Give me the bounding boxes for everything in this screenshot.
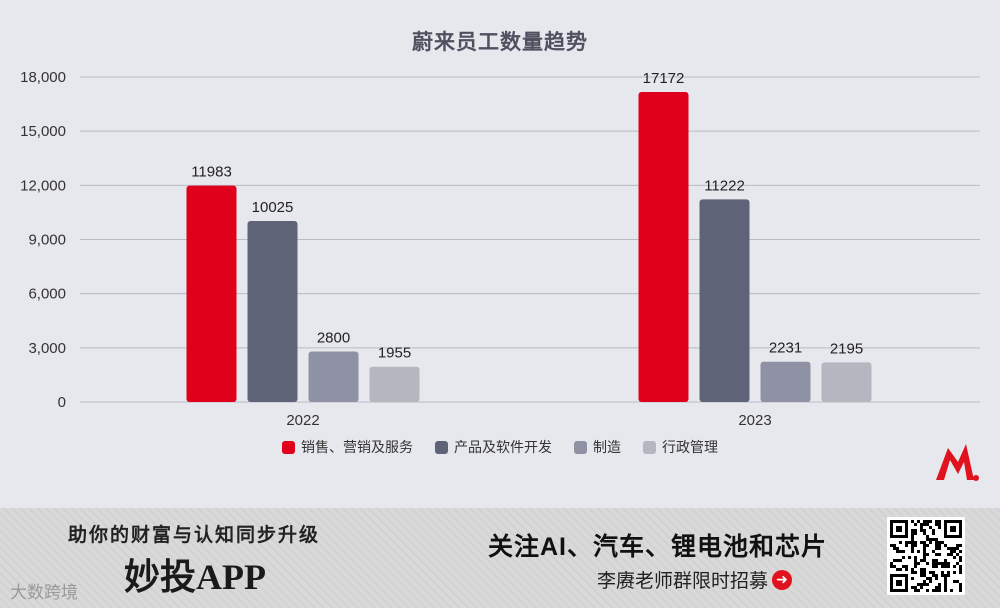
footer-app-name[interactable]: 妙投APP <box>124 557 266 597</box>
bar <box>699 199 750 402</box>
legend-item: 制造 <box>574 437 621 457</box>
watermark: 大数跨境 <box>10 583 78 602</box>
data-label: 2195 <box>830 340 863 357</box>
legend-label: 行政管理 <box>662 439 718 455</box>
bar <box>760 361 811 402</box>
data-label: 11222 <box>704 177 745 194</box>
bar <box>821 362 872 402</box>
data-label: 17172 <box>643 70 685 87</box>
legend-label: 制造 <box>593 439 621 455</box>
bar <box>638 91 689 402</box>
data-label: 2800 <box>317 329 350 346</box>
x-tick-label: 2022 <box>286 412 319 429</box>
y-tick-label: 0 <box>58 394 66 411</box>
footer-slogan: 助你的财富与认知同步升级 <box>68 525 321 546</box>
data-label: 2231 <box>769 340 802 357</box>
y-tick-label: 9,000 <box>28 232 66 249</box>
y-tick-label: 12,000 <box>20 177 66 194</box>
bar <box>186 185 237 402</box>
y-tick-label: 15,000 <box>20 123 66 140</box>
y-tick-label: 18,000 <box>20 69 66 86</box>
promo-footer <box>0 508 1000 608</box>
footer-promo-sub-text: 李赓老师群限时招募 <box>597 571 769 592</box>
bar-chart: 0 3,000 6,000 9,000 12,000 15,000 18,000 11983 1… <box>20 69 980 429</box>
legend-label: 产品及软件开发 <box>454 439 552 455</box>
arrow-right-circle-icon[interactable]: ➜ <box>772 569 793 590</box>
legend-swatch <box>282 440 295 454</box>
legend-item: 行政管理 <box>643 437 718 457</box>
y-tick-label: 6,000 <box>28 286 66 303</box>
legend-swatch <box>643 440 656 454</box>
brand-logo-icon <box>936 444 979 481</box>
data-label: 1955 <box>378 345 411 362</box>
chart-title: 蔚来员工数量趋势 <box>412 31 588 54</box>
legend-label: 销售、营销及服务 <box>301 439 413 455</box>
data-label: 10025 <box>252 199 294 216</box>
qr-code-icon[interactable] <box>887 517 965 595</box>
footer-promo-main: 关注AI、汽车、锂电池和芯片 <box>488 533 828 561</box>
legend-swatch <box>574 440 587 454</box>
bar <box>247 220 298 402</box>
chart-legend: 销售、营销及服务 产品及软件开发 制造 行政管理 <box>0 437 1000 457</box>
legend-item: 销售、营销及服务 <box>282 437 413 457</box>
bar <box>308 351 359 402</box>
x-tick-label: 2023 <box>738 412 771 429</box>
data-label: 11983 <box>191 164 232 181</box>
chart-area: 蔚来员工数量趋势 0 3,000 6,000 9,000 12,000 15,000 18,… <box>0 31 1000 481</box>
legend-item: 产品及软件开发 <box>435 437 552 457</box>
y-tick-label: 3,000 <box>28 340 66 357</box>
footer-promo-sub[interactable]: 李赓老师群限时招募 ➜ <box>597 566 793 593</box>
legend-swatch <box>435 440 448 454</box>
bar <box>369 366 420 402</box>
